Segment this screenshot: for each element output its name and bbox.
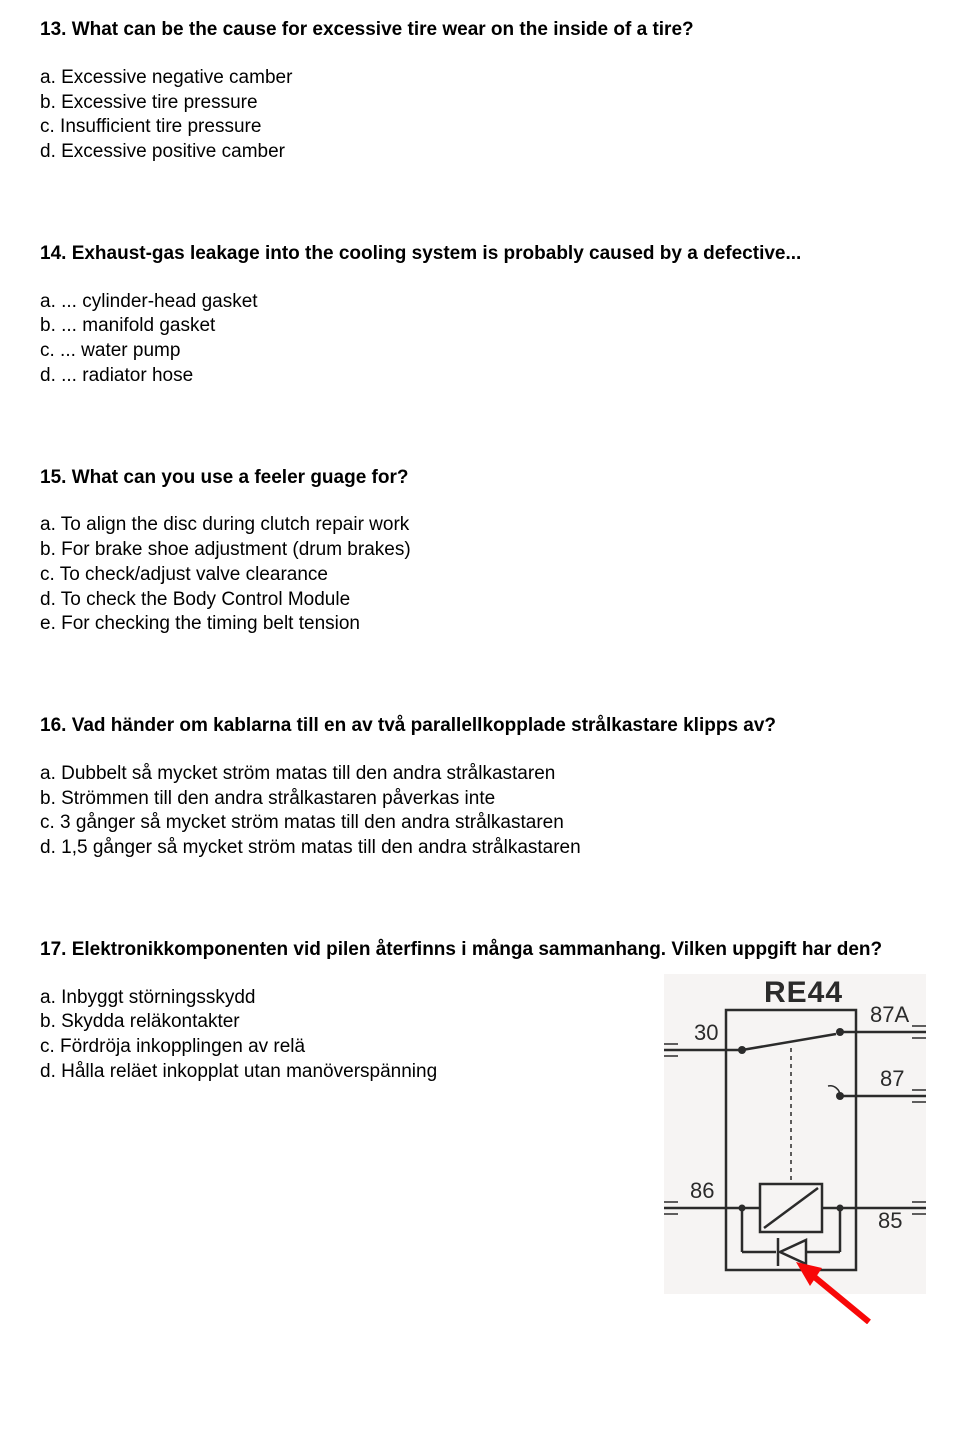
question-options: a. Dubbelt så mycket ström matas till de… — [40, 762, 920, 860]
option-c: c. ... water pump — [40, 339, 920, 363]
question-options: a. To align the disc during clutch repai… — [40, 513, 920, 636]
option-d: d. ... radiator hose — [40, 364, 920, 388]
pin-86-label: 86 — [690, 1178, 714, 1203]
option-e: e. For checking the timing belt tension — [40, 612, 920, 636]
pin-87-label: 87 — [880, 1066, 904, 1091]
option-a: a. Dubbelt så mycket ström matas till de… — [40, 762, 920, 786]
option-b: b. Strömmen till den andra strålkastaren… — [40, 787, 920, 811]
option-a: a. Excessive negative camber — [40, 66, 920, 90]
option-a: a. ... cylinder-head gasket — [40, 290, 920, 314]
question-title: 17. Elektronikkomponenten vid pilen åter… — [40, 938, 920, 962]
option-c: c. Insufficient tire pressure — [40, 115, 920, 139]
question-title: 15. What can you use a feeler guage for? — [40, 466, 920, 490]
question-16: 16. Vad händer om kablarna till en av tv… — [40, 714, 920, 860]
question-17: 17. Elektronikkomponenten vid pilen åter… — [40, 938, 920, 1084]
question-13: 13. What can be the cause for excessive … — [40, 18, 920, 164]
option-d: d. 1,5 gånger så mycket ström matas till… — [40, 836, 920, 860]
option-d: d. Excessive positive camber — [40, 140, 920, 164]
option-c: c. To check/adjust valve clearance — [40, 563, 920, 587]
pin-85-label: 85 — [878, 1208, 902, 1233]
relay-diagram: RE44 30 87A 87 — [664, 974, 926, 1324]
pin-87a-label: 87A — [870, 1002, 909, 1027]
option-b: b. For brake shoe adjustment (drum brake… — [40, 538, 920, 562]
question-options: a. ... cylinder-head gasket b. ... manif… — [40, 290, 920, 388]
option-d: d. To check the Body Control Module — [40, 588, 920, 612]
question-title: 16. Vad händer om kablarna till en av tv… — [40, 714, 920, 738]
question-15: 15. What can you use a feeler guage for?… — [40, 466, 920, 637]
question-options: a. Excessive negative camber b. Excessiv… — [40, 66, 920, 164]
option-c: c. 3 gånger så mycket ström matas till d… — [40, 811, 920, 835]
option-a: a. To align the disc during clutch repai… — [40, 513, 920, 537]
option-b: b. ... manifold gasket — [40, 314, 920, 338]
page: 13. What can be the cause for excessive … — [0, 0, 960, 1443]
pin-30-label: 30 — [694, 1020, 718, 1045]
option-b: b. Excessive tire pressure — [40, 91, 920, 115]
relay-title: RE44 — [764, 976, 843, 1009]
question-title: 14. Exhaust-gas leakage into the cooling… — [40, 242, 920, 266]
question-14: 14. Exhaust-gas leakage into the cooling… — [40, 242, 920, 388]
question-title: 13. What can be the cause for excessive … — [40, 18, 920, 42]
